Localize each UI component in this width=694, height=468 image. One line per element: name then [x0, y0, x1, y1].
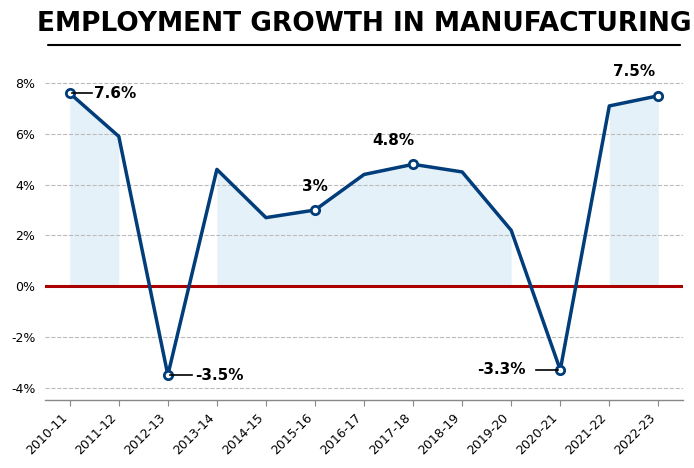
- Text: 3%: 3%: [302, 178, 328, 193]
- Text: -3.3%: -3.3%: [477, 362, 526, 378]
- Text: 4.8%: 4.8%: [373, 133, 414, 148]
- Text: -3.5%: -3.5%: [195, 367, 244, 382]
- Title: EMPLOYMENT GROWTH IN MANUFACTURING: EMPLOYMENT GROWTH IN MANUFACTURING: [37, 11, 691, 37]
- Text: 7.6%: 7.6%: [94, 86, 137, 101]
- Text: 7.5%: 7.5%: [613, 64, 655, 79]
